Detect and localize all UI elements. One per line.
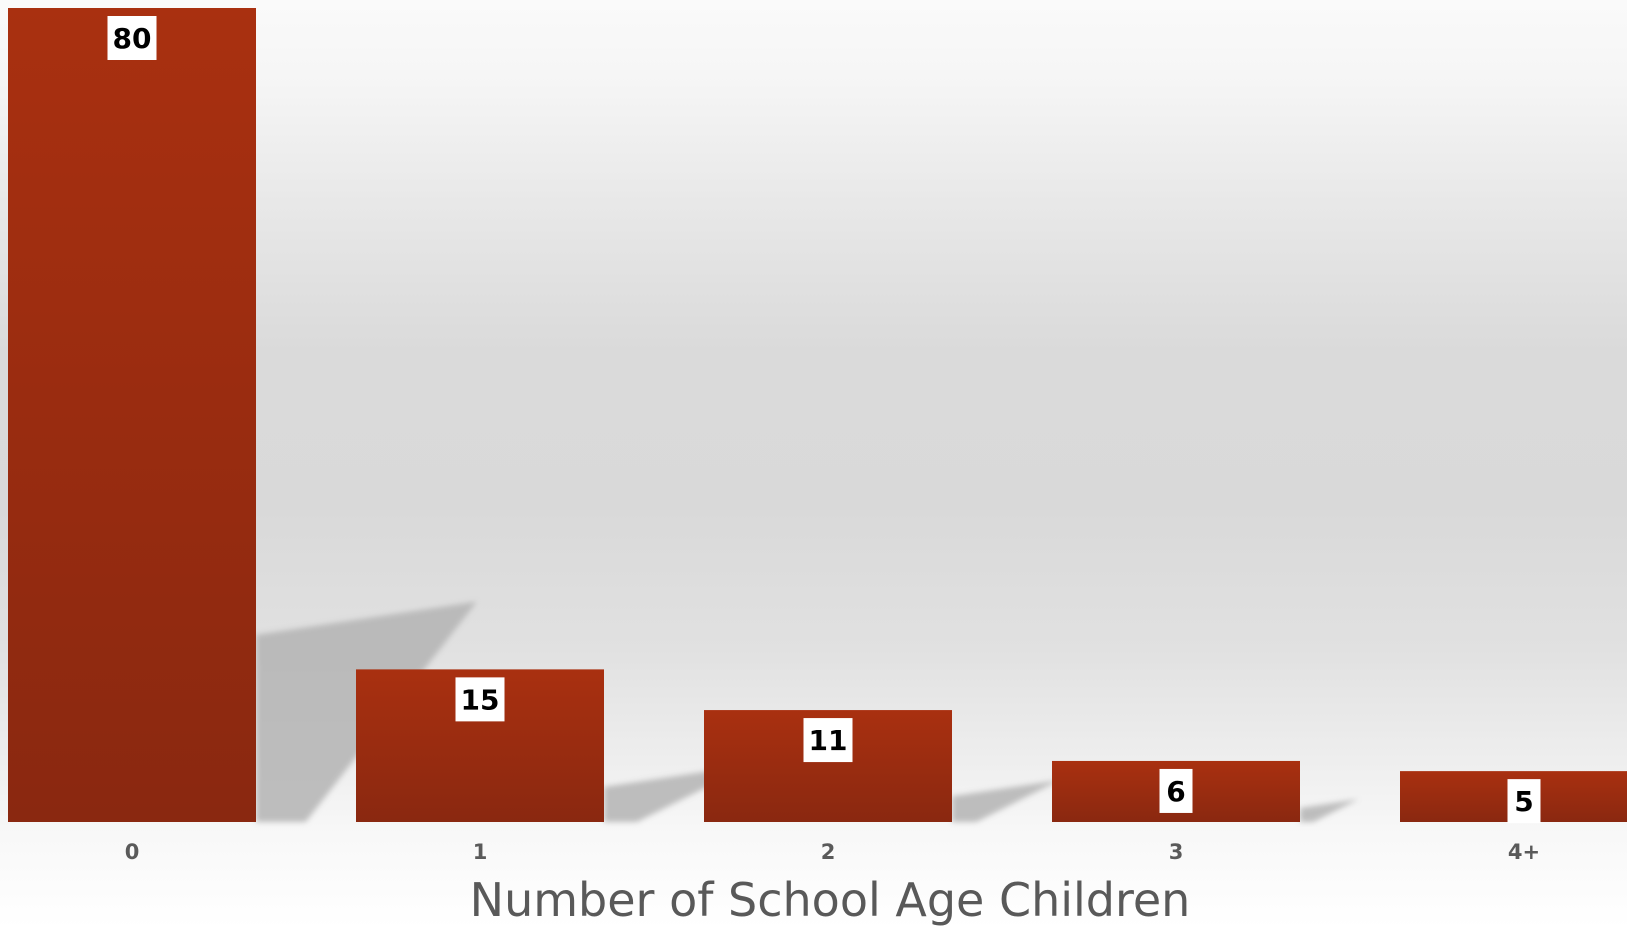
data-label-1: 15: [461, 683, 500, 716]
bar-shadow-2: [952, 780, 1060, 822]
x-tick-label-3: 3: [1169, 840, 1184, 864]
data-label-box-1: [455, 677, 505, 722]
data-label-box-2: [803, 718, 853, 763]
data-label-box-0: [107, 16, 157, 60]
data-label-box-4+: [1507, 779, 1541, 824]
data-label-0: 80: [113, 22, 152, 55]
x-tick-label-4+: 4+: [1508, 840, 1540, 864]
data-label-4+: 5: [1514, 785, 1533, 818]
x-tick-label-0: 0: [125, 840, 140, 864]
x-tick-label-2: 2: [821, 840, 836, 864]
bar-0: [8, 8, 256, 822]
data-label-2: 11: [809, 724, 848, 757]
data-label-3: 6: [1166, 775, 1185, 808]
bars: [8, 8, 1627, 822]
bar-shadow-3: [1300, 799, 1359, 822]
x-axis-ticks: 0 1 2 3 4+: [125, 840, 1540, 864]
x-axis-title: Number of School Age Children: [469, 873, 1191, 927]
x-tick-label-1: 1: [473, 840, 488, 864]
data-labels: 80 15 11 6 5: [107, 16, 1541, 824]
data-label-box-3: [1159, 768, 1193, 813]
